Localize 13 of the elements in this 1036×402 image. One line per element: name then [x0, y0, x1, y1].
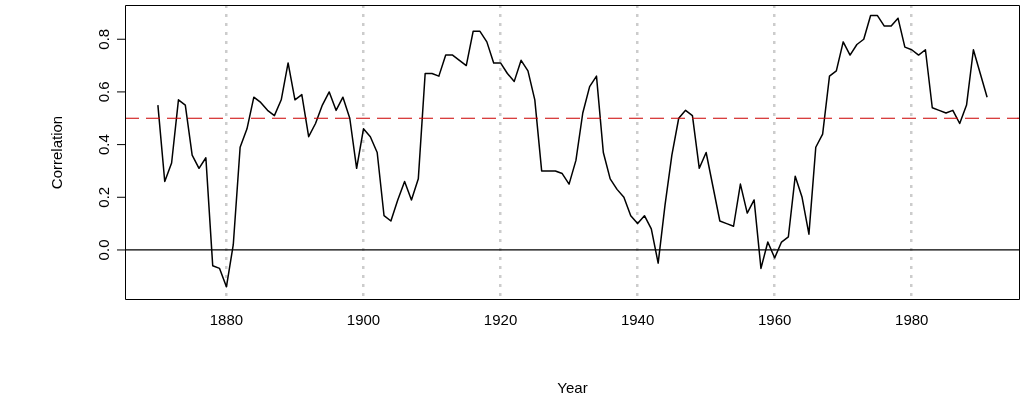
y-tick-label: 0.6	[94, 81, 112, 103]
x-tick-label: 1960	[757, 311, 792, 329]
x-tick-label: 1980	[895, 311, 929, 329]
y-tick-label: 0.4	[94, 134, 112, 156]
x-tick-label: 1880	[209, 311, 244, 329]
y-tick-label: 0.0	[94, 239, 112, 261]
y-axis-title: Correlation	[48, 115, 66, 190]
x-axis-title: Year	[557, 379, 588, 397]
y-tick-label: 0.2	[94, 186, 112, 208]
x-tick-label: 1920	[483, 311, 518, 329]
x-tick-label: 1900	[346, 311, 381, 329]
x-tick-label: 1940	[620, 311, 655, 329]
y-tick-label: 0.8	[94, 28, 112, 50]
